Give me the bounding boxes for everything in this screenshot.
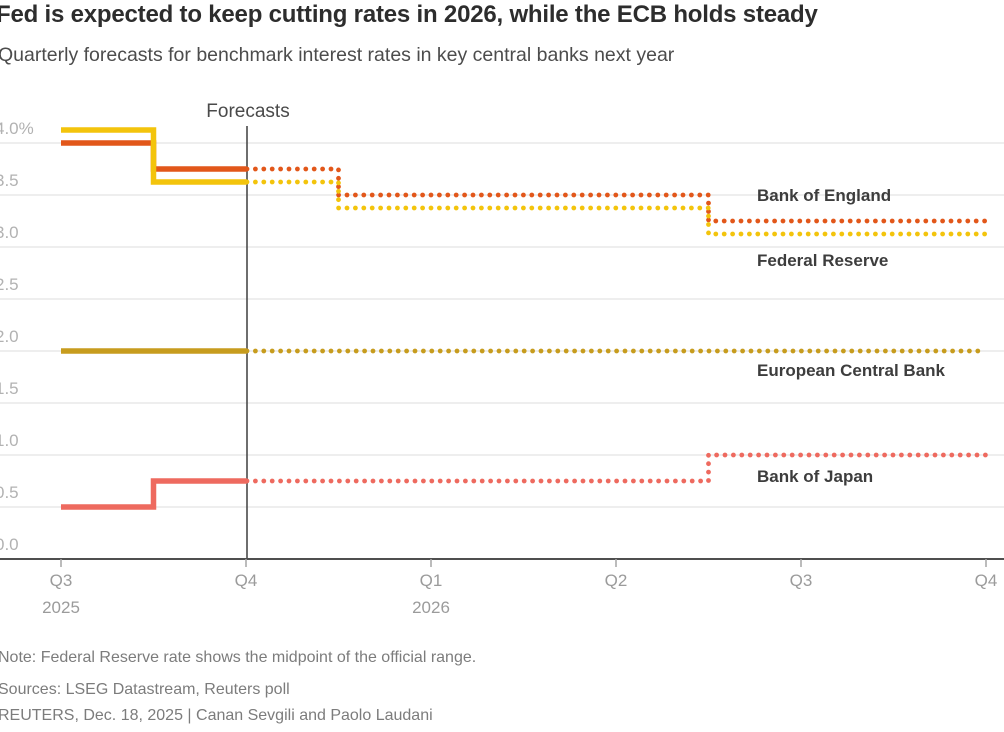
chart-plot-area	[0, 126, 1004, 567]
series-line-forecast	[244, 166, 989, 224]
chart-sources: Sources: LSEG Datastream, Reuters poll	[0, 681, 290, 698]
x-tick-label: Q3	[789, 571, 813, 590]
series-line-forecast	[244, 179, 989, 237]
page-title: Fed is expected to keep cutting rates in…	[0, 1, 818, 28]
series-label: Bank of Japan	[757, 467, 874, 486]
y-tick-label: 2.0	[0, 327, 19, 346]
x-tick-label: Q1	[419, 571, 443, 590]
x-tick-label: Q4	[234, 571, 258, 590]
y-tick-label: 1.5	[0, 379, 19, 398]
y-tick-label: 3.5	[0, 171, 19, 190]
x-tick-year-label: 2026	[412, 598, 450, 617]
series-line-actual	[61, 478, 247, 510]
y-tick-label: 3.0	[0, 223, 19, 242]
series-label: Federal Reserve	[757, 251, 889, 270]
page-subtitle: Quarterly forecasts for benchmark intere…	[0, 44, 675, 66]
y-tick-label: 4.0%	[0, 119, 34, 138]
series-label: Bank of England	[757, 186, 892, 205]
series-label: European Central Bank	[757, 361, 945, 380]
y-tick-label: 0.5	[0, 483, 19, 502]
series-line-forecast	[244, 452, 989, 484]
chart-note: Note: Federal Reserve rate shows the mid…	[0, 649, 477, 666]
x-tick-label: Q2	[604, 571, 628, 590]
forecasts-annotation: Forecasts	[206, 101, 290, 122]
x-tick-year-label: 2025	[42, 598, 80, 617]
y-tick-label: 1.0	[0, 431, 19, 450]
x-tick-label: Q3	[49, 571, 73, 590]
x-tick-label: Q4	[974, 571, 998, 590]
chart-credit: REUTERS, Dec. 18, 2025 | Canan Sevgili a…	[0, 707, 433, 724]
y-tick-label: 0.0	[0, 535, 19, 554]
series-line-actual	[61, 127, 247, 185]
y-tick-label: 2.5	[0, 275, 19, 294]
